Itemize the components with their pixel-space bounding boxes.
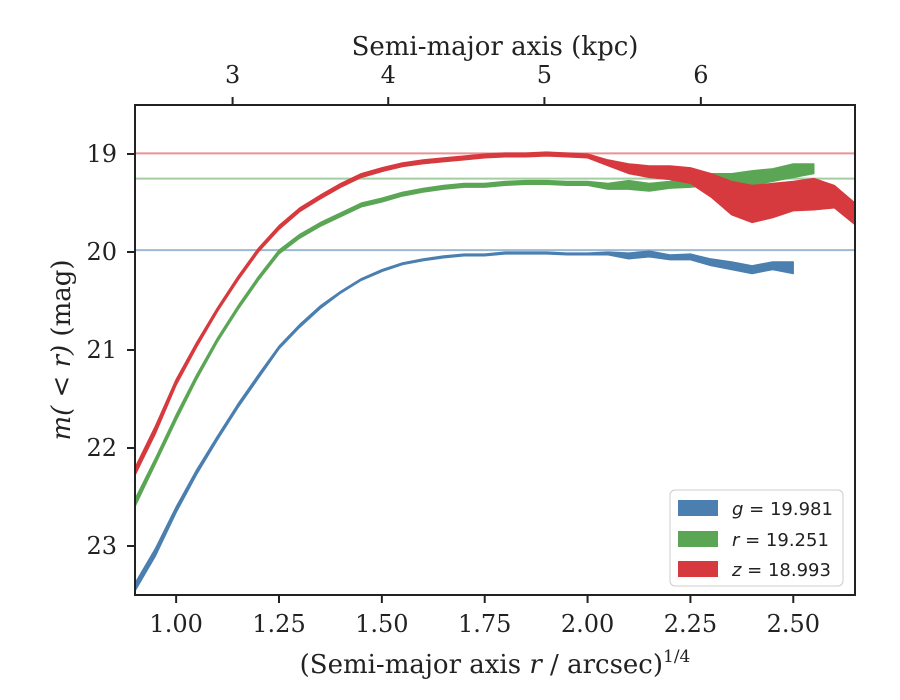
x-tick-label: 2.50 (767, 610, 820, 638)
legend-label-r: r = 19.251 (732, 530, 829, 551)
legend-label-z: z = 18.993 (731, 560, 831, 581)
top-tick-label: 5 (537, 61, 552, 89)
series-band-g (135, 250, 794, 592)
top-tick-label: 6 (693, 61, 708, 89)
legend-swatch-r (678, 531, 718, 547)
legend-swatch-z (678, 561, 718, 577)
series-layer (135, 151, 855, 592)
y-tick-label: 19 (86, 140, 117, 168)
y-axis-title: m( < r) (mag) (47, 259, 77, 440)
legend-label-g: g = 19.981 (732, 499, 833, 520)
x-tick-label: 1.25 (252, 610, 305, 638)
x-tick-label: 2.25 (664, 610, 717, 638)
legend-swatch-g (678, 500, 718, 516)
series-band-r (135, 163, 815, 508)
x-axis-title: (Semi-major axis r / arcsec)1/4 (300, 647, 691, 680)
y-tick-label: 21 (86, 336, 117, 364)
ticks-layer: 1.00 1.25 1.50 1.75 2.00 2.25 2.50 3 4 5 6 19 20 21 22… (86, 61, 820, 638)
top-tick-label: 4 (381, 61, 396, 89)
x-tick-label: 2.00 (561, 610, 614, 638)
top-axis-title: Semi-major axis (kpc) (352, 32, 639, 62)
legend: g = 19.981 r = 19.251 z = 18.993 (669, 489, 844, 587)
x-tick-label: 1.50 (355, 610, 408, 638)
y-tick-label: 20 (86, 238, 117, 266)
x-tick-label: 1.75 (458, 610, 511, 638)
top-tick-label: 3 (225, 61, 240, 89)
series-band-z (135, 151, 855, 476)
y-tick-label: 23 (86, 532, 117, 560)
x-tick-label: 1.00 (149, 610, 202, 638)
y-tick-label: 22 (86, 434, 117, 462)
